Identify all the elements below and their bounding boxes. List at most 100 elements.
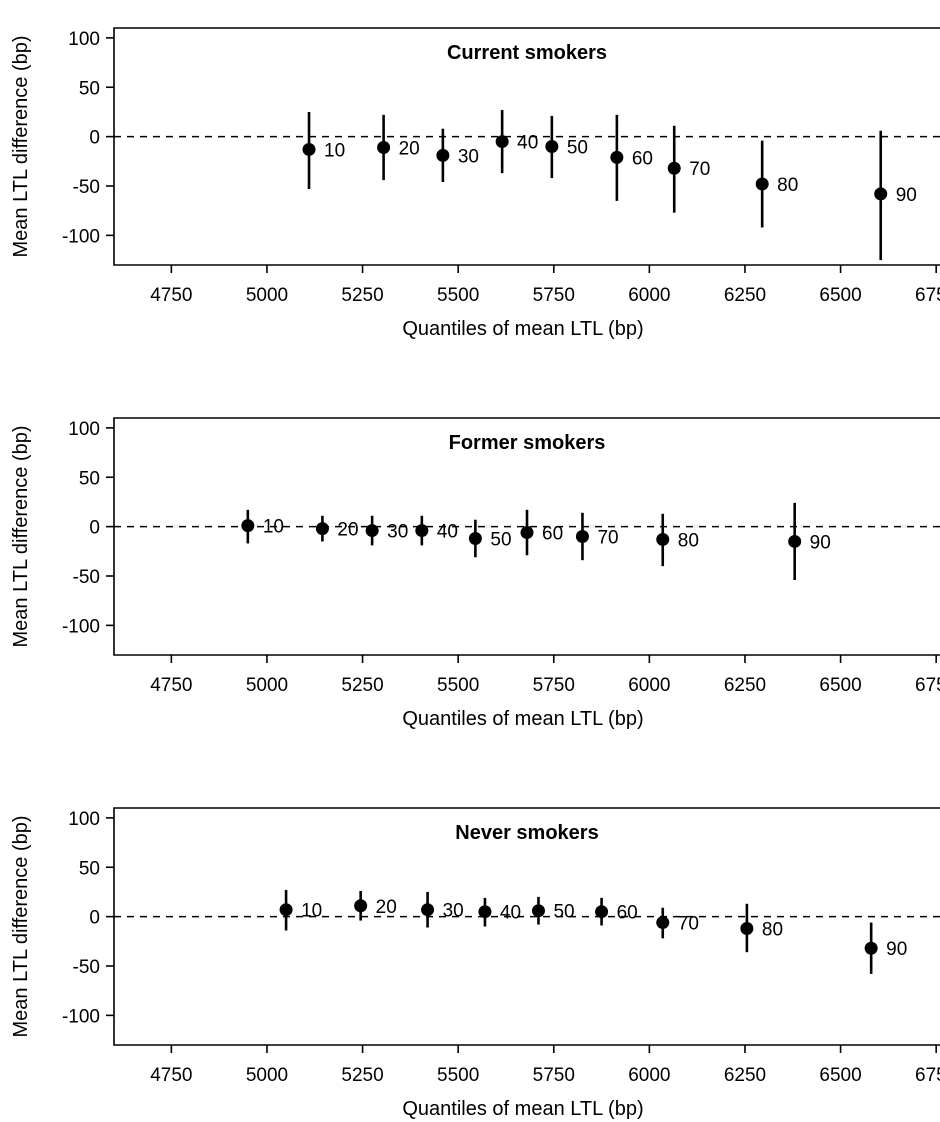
- data-point: [365, 524, 379, 538]
- point-label: 80: [762, 919, 783, 940]
- x-tick-label: 6500: [819, 675, 861, 696]
- y-tick-label: 100: [68, 419, 100, 440]
- data-point: [656, 532, 670, 546]
- y-axis-title: Mean LTL difference (bp): [10, 816, 32, 1038]
- point-label: 70: [689, 159, 710, 180]
- chart-panel-1: 100 50 0 -50 -100 4750 5000 5250 5500 5750 6000 625…: [10, 27, 940, 340]
- x-tick-label: 6750: [915, 285, 940, 306]
- y-tick-label: 0: [89, 128, 100, 149]
- data-point: [864, 941, 878, 955]
- data-point: [755, 177, 769, 191]
- data-point: [610, 150, 624, 164]
- point-label: 10: [324, 140, 345, 161]
- y-tick-label: 100: [68, 809, 100, 830]
- point-label: 30: [387, 522, 408, 543]
- point-label: 20: [399, 138, 420, 159]
- x-tick-label: 5750: [533, 675, 575, 696]
- y-axis-title: Mean LTL difference (bp): [10, 36, 32, 258]
- data-point: [656, 916, 670, 930]
- data-point: [241, 519, 255, 533]
- point-label: 40: [500, 903, 521, 924]
- x-tick-label: 6250: [724, 1065, 766, 1086]
- y-tick-label: -100: [62, 1006, 100, 1027]
- x-axis-title: Quantiles of mean LTL (bp): [402, 318, 643, 340]
- point-label: 90: [886, 939, 907, 960]
- point-label: 90: [896, 185, 917, 206]
- data-point: [377, 140, 391, 154]
- point-label: 30: [443, 901, 464, 922]
- x-tick-label: 5500: [437, 285, 479, 306]
- y-tick-label: 0: [89, 908, 100, 929]
- x-tick-label: 6000: [628, 285, 670, 306]
- x-tick-label: 4750: [150, 1065, 192, 1086]
- panel-title: Former smokers: [449, 432, 606, 454]
- data-point: [520, 526, 534, 540]
- x-tick-label: 5500: [437, 675, 479, 696]
- point-label: 50: [553, 902, 574, 923]
- y-tick-label: 50: [79, 858, 100, 879]
- y-tick-label: -50: [73, 177, 100, 198]
- data-point: [575, 530, 589, 543]
- y-tick-label: -100: [62, 616, 100, 637]
- x-tick-label: 6250: [724, 285, 766, 306]
- data-point: [421, 903, 435, 917]
- data-point: [667, 161, 681, 175]
- x-axis-title: Quantiles of mean LTL (bp): [402, 1098, 643, 1120]
- x-tick-label: 6000: [628, 1065, 670, 1086]
- plot-frame: [113, 27, 940, 266]
- y-tick-label: -50: [73, 567, 100, 588]
- data-point: [315, 522, 329, 536]
- x-tick-label: 6250: [724, 675, 766, 696]
- y-tick-label: 50: [79, 468, 100, 489]
- x-tick-label: 5000: [246, 1065, 288, 1086]
- point-label: 10: [263, 517, 284, 538]
- y-axis-title: Mean LTL difference (bp): [10, 426, 32, 648]
- x-tick-label: 4750: [150, 285, 192, 306]
- x-tick-label: 5250: [341, 675, 383, 696]
- point-label: 50: [490, 529, 511, 550]
- data-point: [279, 903, 293, 917]
- point-label: 20: [337, 520, 358, 541]
- data-point: [415, 524, 429, 538]
- point-label: 70: [597, 528, 618, 549]
- chart-panel-2: 100 50 0 -50 -100 4750 5000 5250 5500 5750 6000 625…: [10, 417, 940, 730]
- x-tick-label: 5750: [533, 1065, 575, 1086]
- x-tick-label: 5750: [533, 285, 575, 306]
- point-label: 70: [678, 914, 699, 935]
- x-tick-label: 6750: [915, 675, 940, 696]
- plot-frame: [113, 807, 940, 1046]
- y-tick-label: 50: [79, 78, 100, 99]
- x-tick-label: 6500: [819, 285, 861, 306]
- y-tick-label: -100: [62, 226, 100, 247]
- data-point: [302, 142, 316, 156]
- x-tick-label: 5000: [246, 675, 288, 696]
- x-tick-label: 5250: [341, 285, 383, 306]
- x-axis-title: Quantiles of mean LTL (bp): [402, 708, 643, 730]
- data-point: [468, 531, 482, 545]
- panel-title: Current smokers: [447, 42, 607, 64]
- y-tick-label: 0: [89, 518, 100, 539]
- data-point: [495, 135, 509, 149]
- point-label: 60: [617, 903, 638, 924]
- panel-title: Never smokers: [455, 822, 598, 844]
- y-tick-label: 100: [68, 29, 100, 50]
- x-tick-label: 5250: [341, 1065, 383, 1086]
- data-point: [788, 534, 802, 548]
- data-point: [436, 148, 450, 162]
- point-label: 30: [458, 146, 479, 167]
- x-tick-label: 6750: [915, 1065, 940, 1086]
- point-label: 40: [437, 522, 458, 543]
- point-label: 50: [567, 138, 588, 159]
- point-label: 40: [517, 133, 538, 154]
- data-point: [531, 904, 545, 918]
- x-tick-label: 6500: [819, 1065, 861, 1086]
- data-point: [545, 140, 559, 153]
- plot-frame: [113, 417, 940, 656]
- point-label: 60: [632, 148, 653, 169]
- point-label: 10: [301, 901, 322, 922]
- chart-panel-3: 100 50 0 -50 -100 4750 5000 5250 5500 5750 6000 625…: [10, 807, 940, 1120]
- data-point: [874, 187, 888, 201]
- data-point: [595, 905, 609, 919]
- data-point: [354, 899, 368, 913]
